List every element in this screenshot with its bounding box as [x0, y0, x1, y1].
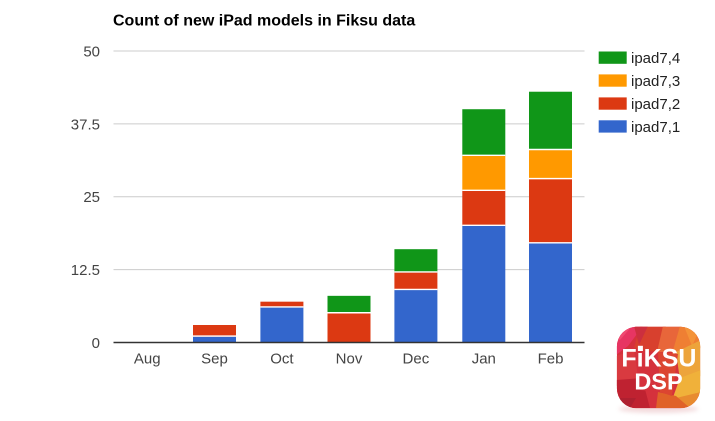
svg-text:ipad7,4: ipad7,4 [631, 50, 680, 67]
svg-text:DSP: DSP [634, 368, 682, 394]
svg-text:Oct: Oct [270, 351, 294, 368]
svg-text:Aug: Aug [134, 351, 161, 368]
svg-text:37.5: 37.5 [71, 116, 100, 133]
svg-text:Dec: Dec [403, 351, 430, 368]
svg-text:12.5: 12.5 [71, 262, 100, 279]
svg-text:Nov: Nov [336, 351, 363, 368]
svg-text:Count of new iPad models in Fi: Count of new iPad models in Fiksu data [113, 13, 415, 30]
svg-text:50: 50 [83, 43, 100, 60]
svg-text:ipad7,2: ipad7,2 [631, 96, 680, 113]
svg-text:Jan: Jan [472, 351, 496, 368]
svg-text:0: 0 [92, 335, 100, 352]
svg-text:Sep: Sep [201, 351, 228, 368]
svg-text:ipad7,3: ipad7,3 [631, 73, 680, 90]
svg-text:FiKSU: FiKSU [621, 345, 696, 373]
svg-text:Feb: Feb [538, 351, 564, 368]
svg-text:ipad7,1: ipad7,1 [631, 119, 680, 136]
svg-text:25: 25 [83, 189, 100, 206]
